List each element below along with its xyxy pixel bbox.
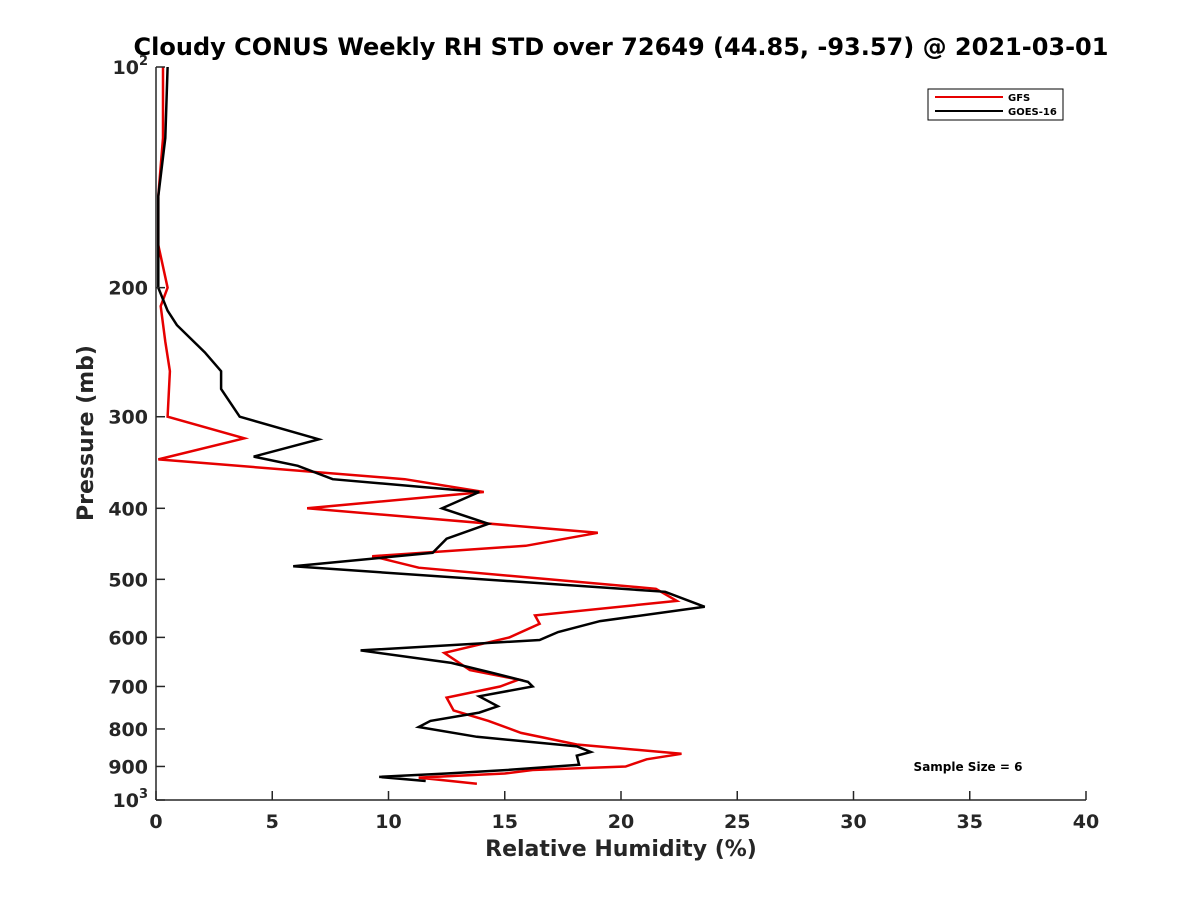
y-tick-label: 300 <box>108 407 148 429</box>
y-tick-label: 400 <box>108 498 148 520</box>
y-axis-label: Pressure (mb) <box>74 345 99 521</box>
x-axis-label: Relative Humidity (%) <box>485 837 757 862</box>
x-tick-label: 30 <box>840 811 866 833</box>
x-tick-label: 0 <box>149 811 162 833</box>
y-tick-label: 200 <box>108 278 148 300</box>
y-tick-label: 103 <box>113 787 149 812</box>
legend: GFS GOES-16 <box>927 88 1064 121</box>
y-tick-label: 600 <box>108 627 148 649</box>
x-tick-label: 35 <box>957 811 983 833</box>
x-tick-label: 15 <box>492 811 518 833</box>
x-tick-label: 20 <box>608 811 634 833</box>
legend-box <box>927 88 1064 121</box>
series-line-goes16 <box>157 66 706 783</box>
sample-size-annotation: Sample Size = 6 <box>914 760 1023 774</box>
y-tick-label: 500 <box>108 569 148 591</box>
legend-label-goes16: GOES-16 <box>1008 107 1057 118</box>
y-tick-label: 700 <box>108 676 148 698</box>
y-tick-label: 900 <box>108 756 148 778</box>
plot-area: 0 5 10 15 20 25 30 35 40 102 200 300 400 500 600 700 80… <box>108 54 1099 833</box>
x-axis-ticks: 0 5 10 15 20 25 30 35 40 <box>149 791 1099 833</box>
series-layer <box>157 66 706 785</box>
x-tick-label: 40 <box>1073 811 1099 833</box>
x-tick-label: 5 <box>266 811 279 833</box>
series-line-gfs <box>157 67 682 785</box>
x-tick-label: 25 <box>724 811 750 833</box>
legend-label-gfs: GFS <box>1008 93 1030 104</box>
y-tick-label: 102 <box>113 54 149 79</box>
x-tick-label: 10 <box>375 811 401 833</box>
chart-title: Cloudy CONUS Weekly RH STD over 72649 (4… <box>134 33 1109 61</box>
y-axis-ticks: 102 200 300 400 500 600 700 800 900 103 <box>108 54 165 812</box>
y-tick-label: 800 <box>108 719 148 741</box>
